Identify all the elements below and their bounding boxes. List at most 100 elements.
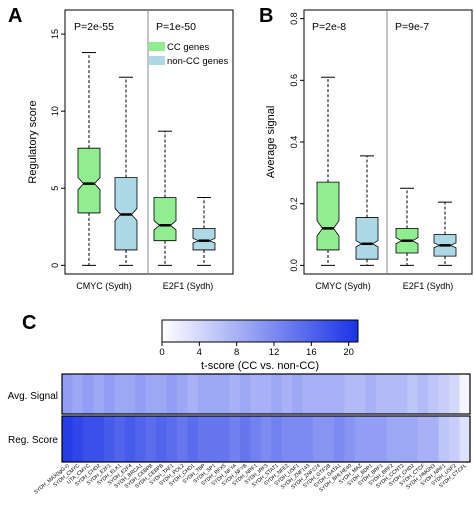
panel-c-letter: C [22, 312, 36, 334]
heatmap-cell [396, 416, 408, 462]
heatmap-cell [438, 416, 450, 462]
panel-b-box-cc [316, 181, 340, 251]
heatmap-cell [260, 416, 272, 462]
panel-b-pvalue-2: P=9e-7 [395, 21, 429, 33]
heatmap-cell [292, 374, 304, 414]
heatmap-cell [407, 416, 419, 462]
panel-a-ytick-label: 5 [50, 186, 60, 191]
panel-a-box-cc [153, 197, 177, 242]
heatmap-cell [438, 374, 450, 414]
heatmap-cell [375, 416, 387, 462]
panel-b-letter: B [259, 5, 273, 27]
heatmap-cell [145, 416, 157, 462]
heatmap-row-border [61, 415, 471, 463]
heatmap-cell [302, 416, 314, 462]
heatmap-cell [407, 374, 419, 414]
panel-a-group-label-1: CMYC (Sydh) [76, 281, 132, 291]
panel-b-ytick-label: 0.6 [289, 74, 299, 87]
heatmap-cell [428, 374, 440, 414]
heatmap-cell [354, 374, 366, 414]
panel-a-y-axis: 0 5 10 15 [50, 29, 65, 268]
heatmap-cell [250, 416, 262, 462]
heatmap-cell [386, 416, 398, 462]
heatmap-row-label-reg-score: Reg. Score [8, 435, 58, 446]
heatmap-cell [449, 374, 460, 414]
heatmap-cell [93, 416, 105, 462]
heatmap-cell [417, 374, 429, 414]
heatmap-cell [62, 374, 73, 414]
heatmap-cell [198, 416, 209, 462]
panel-b-ytick-label: 0.2 [289, 197, 299, 210]
heatmap-cell [93, 374, 105, 414]
heatmap-cell [135, 416, 147, 462]
heatmap-cell [103, 374, 115, 414]
heatmap-cell [156, 416, 168, 462]
panel-a-group-label-2: E2F1 (Sydh) [163, 281, 214, 291]
heatmap-cell [459, 416, 471, 462]
heatmap-column-labels: SYDH_MAX(IgG-r)SYDH_CMYCUTA_CMYCSYDH_CHD… [33, 463, 468, 496]
heatmap-cell [302, 374, 314, 414]
heatmap-cell [396, 374, 408, 414]
heatmap-cell [344, 374, 356, 414]
heatmap-cell [313, 416, 324, 462]
panel-a-frame [64, 9, 234, 275]
heatmap-cell [459, 374, 471, 414]
heatmap-cell [124, 416, 136, 462]
legend-swatch-cc [149, 42, 165, 51]
heatmap-cell [72, 374, 84, 414]
heatmap-cell [82, 416, 94, 462]
heatmap-cell [114, 416, 126, 462]
heatmap-cell [375, 374, 387, 414]
legend-swatch-noncc [149, 56, 165, 65]
heatmap-cell [156, 374, 168, 414]
panel-b-ytick-label: 0.4 [289, 136, 299, 149]
heatmap-cell [386, 374, 398, 414]
panel-b-group-label-2: E2F1 (Sydh) [403, 281, 454, 291]
panel-b-ylabel: Average signal [265, 106, 277, 179]
heatmap-cell [239, 374, 251, 414]
heatmap-cell [198, 374, 209, 414]
heatmap-cell [271, 416, 283, 462]
panel-b-ytick-label: 0.0 [289, 259, 299, 272]
panel-a-ytick-label: 0 [50, 263, 60, 268]
colorbar-tick-label: 16 [306, 347, 317, 358]
heatmap-cell [177, 416, 188, 462]
heatmap-cell [250, 374, 262, 414]
heatmap-cell [281, 374, 293, 414]
colorbar-title: t-score (CC vs. non-CC) [201, 360, 319, 372]
heatmap-row-border [61, 373, 471, 415]
heatmap-cell [218, 374, 230, 414]
panel-a-ytick-label: 10 [50, 106, 60, 116]
colorbar [161, 319, 359, 343]
heatmap-cell [323, 374, 335, 414]
colorbar-tick-label: 8 [234, 347, 239, 358]
panel-a-pvalue-2: P=1e-50 [156, 21, 196, 33]
heatmap-cell [208, 416, 220, 462]
heatmap-cell [62, 416, 73, 462]
heatmap-cell [365, 374, 377, 414]
heatmap-cell [354, 416, 366, 462]
heatmap-cell [124, 374, 136, 414]
heatmap-cell [334, 416, 345, 462]
heatmap-cell [114, 374, 126, 414]
panel-a-box-cc [77, 147, 101, 214]
heatmap-cell [428, 416, 440, 462]
heatmap-cell [103, 416, 115, 462]
heatmap-cell [344, 416, 356, 462]
heatmap-cell [271, 374, 283, 414]
heatmap-cell [239, 416, 251, 462]
panel-b-ytick-label: 0.8 [289, 12, 299, 25]
heatmap-cell [166, 374, 178, 414]
heatmap [61, 373, 471, 463]
heatmap-cell [187, 416, 199, 462]
heatmap-cell [334, 374, 345, 414]
heatmap-cell [260, 374, 272, 414]
heatmap-cell [313, 374, 324, 414]
heatmap-cell [82, 374, 94, 414]
panel-b-box-noncc [355, 217, 379, 260]
legend-label-cc: CC genes [167, 42, 209, 53]
panel-a-box-noncc [192, 227, 216, 251]
heatmap-cell [229, 416, 241, 462]
colorbar-tick-label: 4 [197, 347, 202, 358]
